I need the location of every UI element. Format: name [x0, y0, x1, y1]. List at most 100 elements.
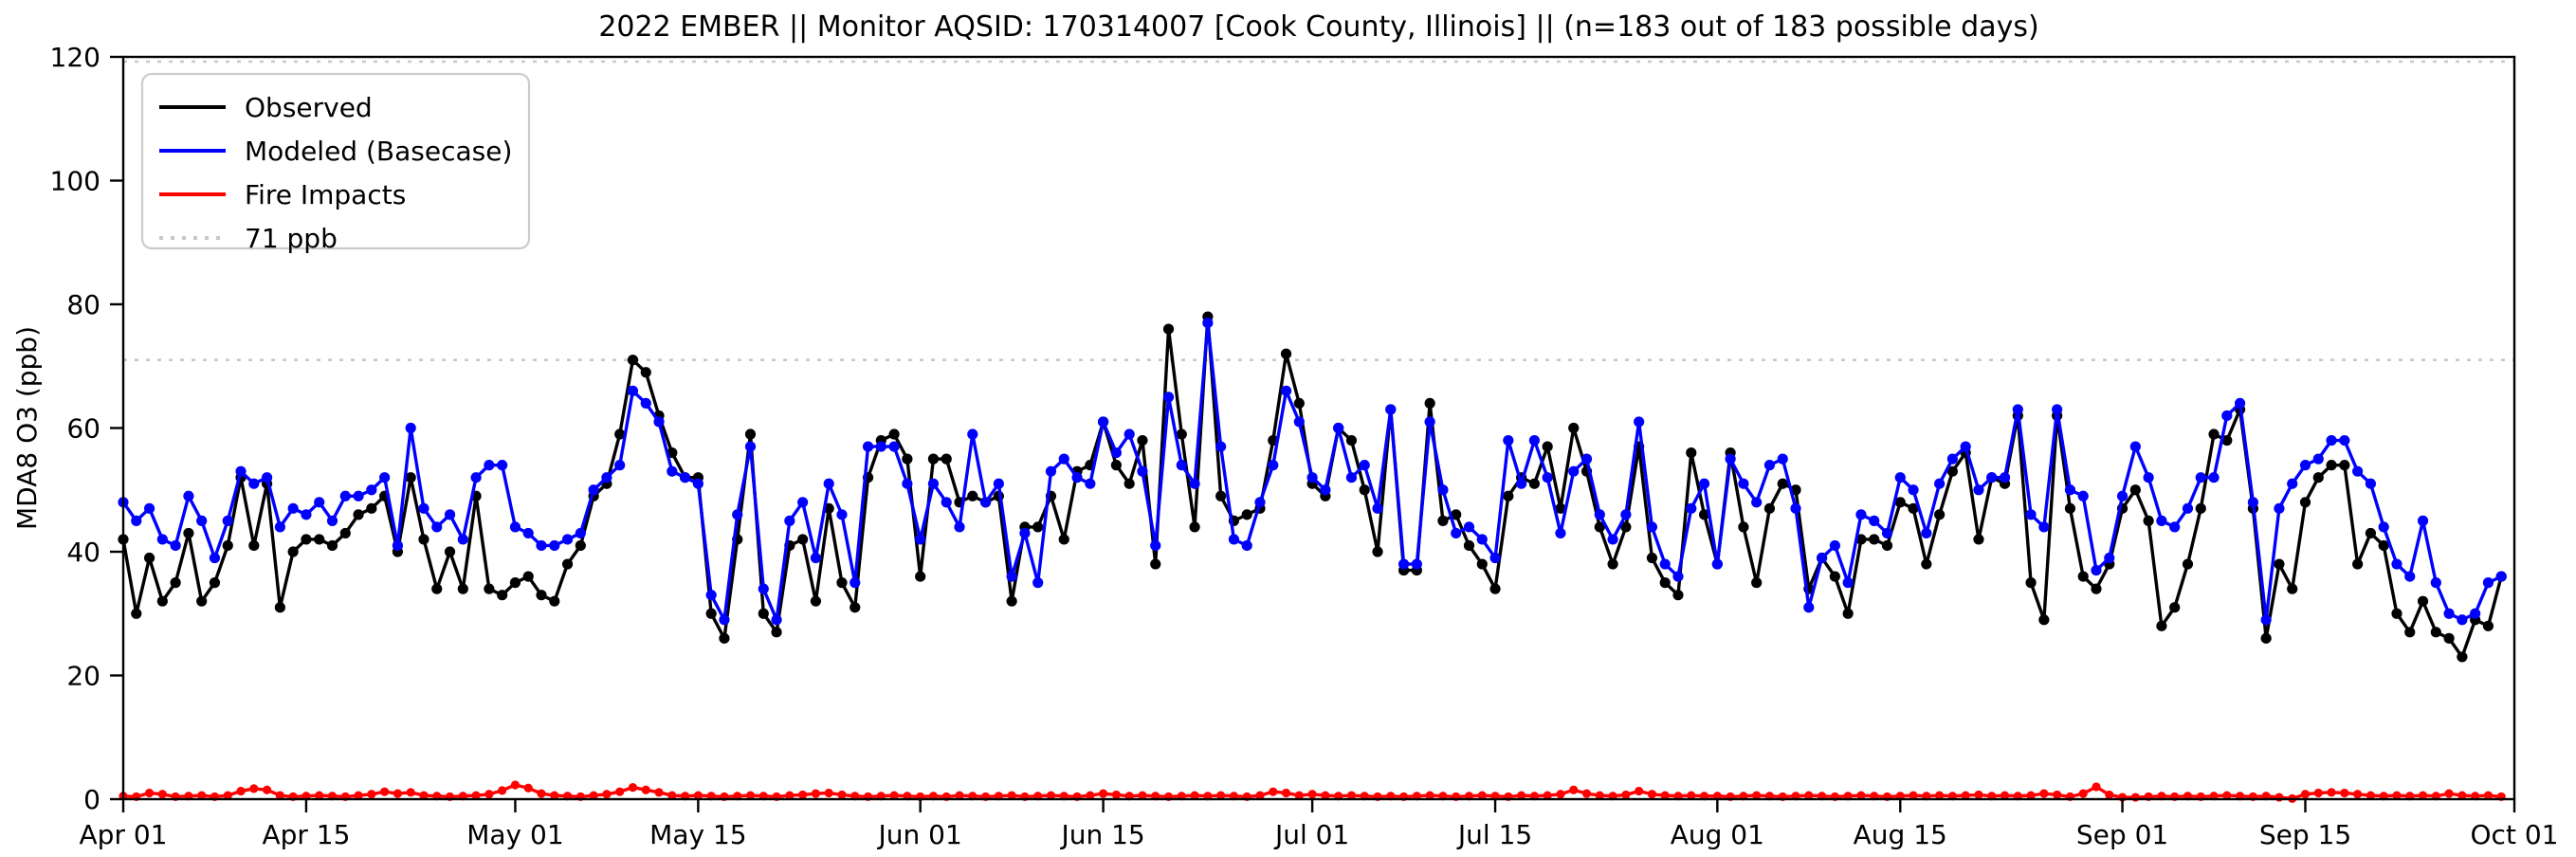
- modeled-point: [2247, 497, 2258, 508]
- modeled-point: [902, 478, 913, 489]
- modeled-point: [2378, 521, 2389, 533]
- modeled-point: [705, 590, 717, 601]
- modeled-point: [235, 465, 247, 477]
- x-axis-tick-label: Apr 01: [80, 819, 168, 850]
- modeled-point: [2104, 552, 2115, 564]
- modeled-point: [1320, 484, 1331, 496]
- observed-point: [2129, 484, 2141, 496]
- fire-impacts-point: [955, 791, 964, 800]
- observed-point: [1594, 521, 1605, 533]
- observed-point: [2365, 527, 2377, 539]
- observed-point: [1908, 502, 1919, 514]
- observed-point: [640, 367, 651, 378]
- observed-point: [2482, 620, 2494, 631]
- modeled-point: [2169, 521, 2181, 533]
- modeled-point: [261, 472, 273, 483]
- observed-point: [2025, 577, 2037, 589]
- modeled-point: [131, 515, 142, 526]
- observed-point: [1189, 521, 1200, 533]
- modeled-point: [2470, 608, 2481, 619]
- observed-point: [1946, 465, 1958, 477]
- modeled-point: [196, 515, 208, 526]
- modeled-point: [797, 497, 809, 508]
- fire-impacts-point: [589, 791, 598, 800]
- modeled-point: [1189, 478, 1200, 489]
- modeled-point: [156, 534, 168, 545]
- modeled-point: [1607, 534, 1618, 545]
- fire-impacts-point: [2300, 790, 2311, 799]
- modeled-point: [484, 460, 495, 471]
- observed-point: [509, 577, 521, 589]
- x-axis-tick-label: Jul 15: [1456, 819, 1532, 850]
- y-axis-label: MDA8 O3 (ppb): [11, 326, 43, 530]
- observed-point: [1293, 397, 1305, 409]
- fire-impacts-point: [249, 784, 259, 793]
- observed-point: [614, 428, 626, 440]
- observed-point: [2299, 497, 2311, 508]
- fire-impacts-point: [628, 783, 638, 793]
- modeled-point: [470, 472, 482, 483]
- modeled-point: [2221, 410, 2233, 422]
- observed-point: [431, 583, 443, 594]
- observed-point: [705, 608, 717, 619]
- observed-point: [366, 502, 377, 514]
- modeled-point: [1306, 472, 1318, 483]
- fire-impacts-point: [1321, 791, 1330, 800]
- modeled-point: [2299, 460, 2311, 471]
- fire-impacts-point: [1425, 791, 1434, 800]
- modeled-point: [497, 460, 508, 471]
- fire-impacts-point: [1190, 791, 1199, 800]
- observed-point: [2077, 571, 2089, 582]
- observed-point: [183, 527, 194, 539]
- fire-impacts-point: [1687, 791, 1696, 800]
- observed-point: [1672, 590, 1684, 601]
- fire-impacts-point: [2275, 793, 2284, 802]
- y-axis-tick-label: 100: [50, 166, 100, 197]
- x-axis-tick-label: Sep 01: [2076, 819, 2168, 850]
- modeled-point: [2064, 484, 2076, 496]
- observed-point: [850, 602, 861, 613]
- modeled-point: [2116, 490, 2128, 501]
- fire-impacts-point: [693, 791, 703, 800]
- modeled-point: [692, 478, 703, 489]
- observed-point: [1451, 509, 1462, 520]
- modeled-point: [1790, 502, 1801, 514]
- modeled-point: [1869, 515, 1880, 526]
- fire-impacts-point: [798, 790, 808, 800]
- observed-point: [248, 539, 260, 552]
- fire-impacts-point: [1346, 791, 1357, 800]
- fire-impacts-point: [550, 791, 559, 800]
- modeled-point: [810, 552, 822, 564]
- modeled-point: [444, 509, 456, 520]
- fire-impacts-point: [262, 785, 272, 794]
- modeled-point: [1842, 577, 1854, 589]
- observed-point: [719, 632, 730, 644]
- modeled-point: [1659, 558, 1671, 570]
- modeled-point: [941, 497, 952, 508]
- modeled-point: [850, 577, 861, 589]
- observed-point: [1842, 608, 1854, 619]
- modeled-point: [1528, 434, 1540, 447]
- observed-point: [561, 558, 574, 570]
- modeled-point: [143, 502, 155, 514]
- observed-point: [1345, 434, 1358, 447]
- observed-point: [1424, 397, 1435, 409]
- modeled-point: [2182, 502, 2194, 514]
- legend-label: Fire Impacts: [245, 179, 406, 210]
- fire-impacts-point: [1111, 790, 1121, 800]
- modeled-point: [431, 521, 443, 533]
- fire-impacts-point: [498, 786, 507, 795]
- modeled-point: [1451, 527, 1462, 539]
- fire-impacts-point: [2418, 791, 2428, 800]
- fire-impacts-point: [1556, 790, 1565, 799]
- modeled-point: [2352, 465, 2364, 477]
- modeled-point: [353, 490, 364, 501]
- observed-point: [2443, 632, 2455, 644]
- modeled-point: [2365, 478, 2377, 489]
- observed-point: [2417, 595, 2429, 607]
- modeled-point: [1293, 416, 1305, 428]
- observed-point: [1162, 323, 1175, 335]
- modeled-point: [1777, 453, 1788, 465]
- fire-impacts-point: [889, 791, 899, 800]
